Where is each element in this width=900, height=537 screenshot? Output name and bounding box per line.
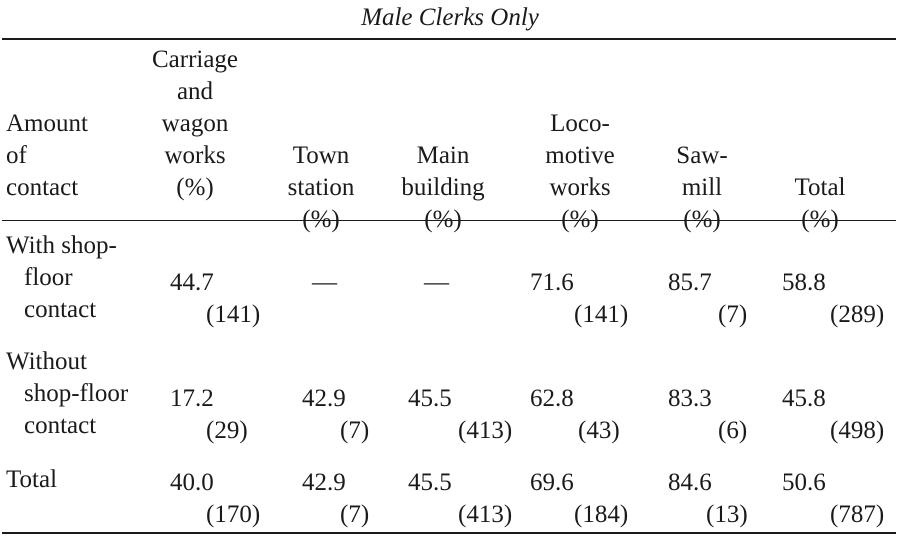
cell-pct: 85.7 <box>668 269 712 296</box>
cell-n: (413) <box>458 417 513 444</box>
cell-n: (29) <box>206 417 248 444</box>
top-rule <box>2 38 896 40</box>
cell-pct: 69.6 <box>530 469 574 496</box>
table-caption: Male Clerks Only <box>361 4 539 31</box>
header-carriage-wagon-works: Carriage and wagon works (%) <box>151 46 239 201</box>
cell-n: (787) <box>830 501 885 528</box>
cell-pct: 71.6 <box>530 269 574 296</box>
cell-pct: 84.6 <box>668 469 712 496</box>
cell-pct: 45.5 <box>408 385 452 412</box>
header-town-station: Town station (%) <box>287 142 355 233</box>
bottom-rule <box>2 532 896 534</box>
cell-pct: 50.6 <box>782 469 826 496</box>
row-label-total: Total <box>6 466 58 493</box>
header-rule <box>2 220 896 221</box>
header-total: Total (%) <box>794 174 846 233</box>
cell-n: (7) <box>718 301 748 328</box>
cell-n: (141) <box>206 301 261 328</box>
cell-n: (184) <box>574 501 629 528</box>
cell-pct: — <box>424 269 449 296</box>
header-main-building: Main building (%) <box>401 142 485 233</box>
cell-pct: 62.8 <box>530 385 574 412</box>
cell-n: (6) <box>718 417 748 444</box>
header-sawmill: Saw- mill (%) <box>676 142 728 233</box>
cell-n: (13) <box>706 501 748 528</box>
cell-pct: 42.9 <box>302 469 346 496</box>
header-amount-of-contact: Amount of contact <box>6 110 88 201</box>
cell-pct: 45.5 <box>408 469 452 496</box>
cell-pct: 17.2 <box>170 385 214 412</box>
cell-pct: — <box>312 269 337 296</box>
cell-n: (170) <box>206 501 261 528</box>
cell-pct: 45.8 <box>782 385 826 412</box>
cell-n: (413) <box>458 501 513 528</box>
cell-pct: 40.0 <box>170 469 214 496</box>
row-label-with-shop-floor: With shop- floor contact <box>6 232 117 323</box>
row-label-without-shop-floor: Without shop-floor contact <box>6 348 129 439</box>
cell-n: (141) <box>574 301 629 328</box>
cell-n: (289) <box>830 301 885 328</box>
cell-pct: 83.3 <box>668 385 712 412</box>
cell-n: (7) <box>340 417 370 444</box>
cell-pct: 42.9 <box>302 385 346 412</box>
header-locomotive-works: Loco- motive works (%) <box>545 110 615 233</box>
cell-pct: 44.7 <box>170 269 214 296</box>
cell-pct: 58.8 <box>782 269 826 296</box>
cell-n: (7) <box>340 501 370 528</box>
cell-n: (43) <box>578 417 620 444</box>
cell-n: (498) <box>830 417 885 444</box>
